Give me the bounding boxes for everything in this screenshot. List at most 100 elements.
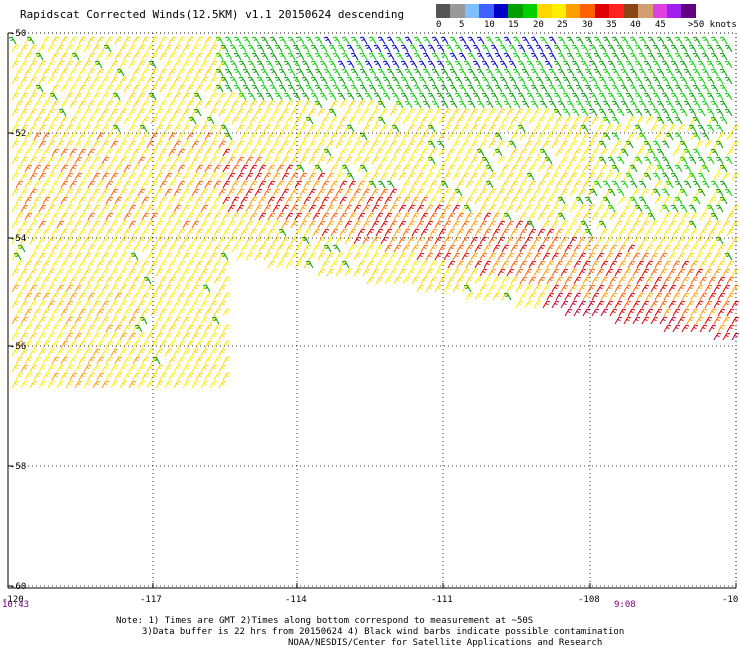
- wind-barb: [542, 220, 551, 229]
- wind-barb: [317, 156, 326, 165]
- wind-barb: [132, 116, 141, 125]
- wind-barb: [74, 204, 83, 213]
- wind-barb: [686, 300, 695, 309]
- wind-barb: [731, 268, 740, 277]
- wind-barb: [141, 244, 150, 253]
- wind-barb: [710, 84, 719, 93]
- wind-barb: [580, 124, 589, 133]
- wind-barb: [521, 52, 530, 61]
- wind-barb: [159, 228, 168, 237]
- wind-barb: [29, 348, 38, 357]
- wind-barb: [323, 148, 332, 157]
- wind-barb: [200, 268, 209, 277]
- wind-barb: [177, 116, 186, 125]
- wind-barb: [467, 52, 476, 61]
- wind-barb: [627, 260, 636, 269]
- wind-barb: [33, 148, 42, 157]
- wind-barb: [213, 372, 222, 381]
- wind-barb: [704, 284, 713, 293]
- wind-barb: [373, 44, 382, 53]
- wind-barb: [47, 364, 56, 373]
- wind-barb: [195, 276, 204, 285]
- wind-barb: [213, 308, 222, 317]
- wind-barb: [105, 148, 114, 157]
- wind-barb: [272, 172, 281, 181]
- wind-barb: [373, 76, 382, 85]
- wind-barb: [600, 148, 609, 157]
- wind-barb: [479, 252, 488, 261]
- wind-barb: [56, 284, 65, 293]
- wind-barb: [380, 124, 389, 133]
- wind-barb: [272, 204, 281, 213]
- wind-barb: [96, 164, 105, 173]
- wind-barb: [389, 172, 398, 181]
- wind-barb: [348, 148, 357, 157]
- wind-barb: [722, 332, 731, 341]
- wind-barb: [670, 204, 679, 213]
- wind-barb: [560, 268, 569, 277]
- wind-barb: [681, 308, 690, 317]
- wind-barb: [101, 332, 110, 341]
- wind-barb: [364, 92, 373, 101]
- wind-barb: [557, 68, 566, 77]
- wind-barb: [105, 276, 114, 285]
- wind-barb: [155, 124, 164, 133]
- wind-barb: [672, 244, 681, 253]
- wind-barb: [519, 164, 528, 173]
- wind-barb: [515, 204, 524, 213]
- wind-barb: [591, 148, 600, 157]
- wind-barb: [386, 180, 395, 189]
- wind-barb: [299, 188, 308, 197]
- wind-barb: [647, 84, 656, 93]
- wind-barb: [697, 60, 706, 69]
- wind-barb: [105, 228, 114, 237]
- wind-barb: [42, 100, 51, 109]
- wind-barb: [15, 196, 24, 205]
- wind-barb: [483, 260, 492, 269]
- wind-barb: [593, 100, 602, 109]
- wind-barb: [119, 60, 128, 69]
- wind-barb: [524, 140, 533, 149]
- wind-barb: [310, 92, 319, 101]
- wind-barb: [303, 212, 312, 221]
- wind-barb: [357, 244, 366, 253]
- wind-barb: [465, 212, 474, 221]
- wind-barb: [15, 148, 24, 157]
- legend-swatch: [681, 4, 696, 18]
- wind-barb: [661, 92, 670, 101]
- wind-barb: [404, 100, 413, 109]
- wind-barb: [638, 52, 647, 61]
- wind-barb: [337, 60, 346, 69]
- wind-barb: [434, 220, 443, 229]
- wind-barb: [65, 172, 74, 181]
- wind-barb: [272, 108, 281, 117]
- wind-barb: [668, 220, 677, 229]
- wind-barb: [688, 92, 697, 101]
- wind-barb: [650, 220, 659, 229]
- wind-barb: [33, 132, 42, 141]
- wind-barb: [715, 44, 724, 53]
- wind-barb: [141, 84, 150, 93]
- wind-barb: [616, 156, 625, 165]
- wind-barb: [710, 212, 719, 221]
- wind-barb: [580, 220, 589, 229]
- wind-barb: [528, 116, 537, 125]
- wind-barb: [78, 84, 87, 93]
- wind-barb: [348, 180, 357, 189]
- wind-barb: [695, 300, 704, 309]
- wind-barb: [362, 172, 371, 181]
- wind-barb: [209, 380, 218, 389]
- wind-barb: [168, 244, 177, 253]
- wind-barb: [528, 148, 537, 157]
- wind-barb: [110, 380, 119, 389]
- wind-barb: [42, 116, 51, 125]
- wind-barb: [409, 92, 418, 101]
- wind-barb: [348, 244, 357, 253]
- wind-barb: [366, 228, 375, 237]
- wind-barb: [182, 252, 191, 261]
- wind-barb: [105, 244, 114, 253]
- wind-barb: [598, 92, 607, 101]
- wind-barb: [377, 84, 386, 93]
- wind-barb: [290, 220, 299, 229]
- wind-barb: [420, 212, 429, 221]
